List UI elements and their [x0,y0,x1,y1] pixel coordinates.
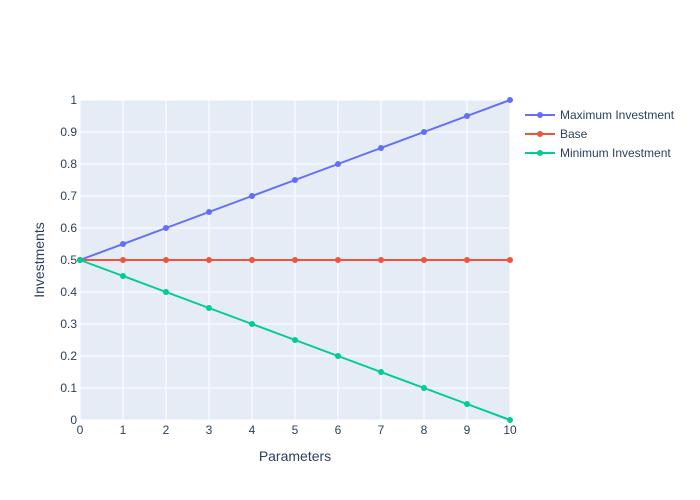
data-point[interactable] [464,257,470,263]
data-point[interactable] [378,369,384,375]
data-point[interactable] [206,209,212,215]
y-tick-label: 0.4 [60,285,77,299]
x-tick-label: 2 [163,423,170,437]
y-tick-label: 0.6 [60,221,77,235]
data-point[interactable] [507,97,513,103]
x-axis-title: Parameters [259,448,331,464]
y-tick-label: 0.5 [60,253,77,267]
legend-item[interactable]: Base [525,127,588,141]
series-group [77,97,513,423]
y-tick-label: 0 [70,413,77,427]
legend-item[interactable]: Minimum Investment [525,146,671,160]
data-point[interactable] [292,257,298,263]
legend-item[interactable]: Maximum Investment [525,108,675,122]
y-tick-label: 0.2 [60,349,77,363]
data-point[interactable] [335,161,341,167]
data-point[interactable] [249,257,255,263]
data-point[interactable] [163,289,169,295]
y-axis-title: Investments [31,222,47,297]
data-point[interactable] [120,257,126,263]
x-tick-label: 10 [503,423,517,437]
y-tick-label: 0.9 [60,125,77,139]
x-tick-label: 7 [378,423,385,437]
legend-label: Maximum Investment [560,108,675,122]
y-tick-label: 1 [70,93,77,107]
data-point[interactable] [120,241,126,247]
legend-marker [537,150,543,156]
x-tick-labels: 0 1 2 3 4 5 6 7 8 9 10 [77,423,517,437]
data-point[interactable] [421,385,427,391]
x-tick-label: 3 [206,423,213,437]
legend[interactable]: Maximum Investment Base Minimum Investment [525,108,675,160]
data-point[interactable] [507,257,513,263]
x-tick-label: 5 [292,423,299,437]
data-point[interactable] [335,353,341,359]
legend-marker [537,112,543,118]
y-tick-label: 0.7 [60,189,77,203]
data-point[interactable] [163,225,169,231]
data-point[interactable] [206,257,212,263]
x-tick-label: 6 [335,423,342,437]
data-point[interactable] [292,177,298,183]
y-tick-label: 0.8 [60,157,77,171]
data-point[interactable] [378,145,384,151]
data-point[interactable] [292,337,298,343]
data-point[interactable] [421,129,427,135]
data-point[interactable] [249,193,255,199]
y-tick-label: 0.3 [60,317,77,331]
data-point[interactable] [464,113,470,119]
series-maximum-investment [77,97,513,263]
legend-label: Base [560,127,588,141]
data-point[interactable] [206,305,212,311]
x-tick-label: 8 [421,423,428,437]
data-point[interactable] [378,257,384,263]
data-point[interactable] [421,257,427,263]
y-tick-label: 0.1 [60,381,77,395]
legend-marker [537,131,543,137]
legend-label: Minimum Investment [560,146,671,160]
x-tick-label: 4 [249,423,256,437]
data-point[interactable] [120,273,126,279]
data-point[interactable] [464,401,470,407]
data-point[interactable] [77,257,83,263]
x-tick-label: 0 [77,423,84,437]
y-tick-labels: 0 0.1 0.2 0.3 0.4 0.5 0.6 0.7 0.8 0.9 1 [60,93,77,427]
x-tick-label: 1 [120,423,127,437]
series-minimum-investment [77,257,513,423]
x-tick-label: 9 [464,423,471,437]
data-point[interactable] [335,257,341,263]
data-point[interactable] [163,257,169,263]
data-point[interactable] [507,417,513,423]
data-point[interactable] [249,321,255,327]
